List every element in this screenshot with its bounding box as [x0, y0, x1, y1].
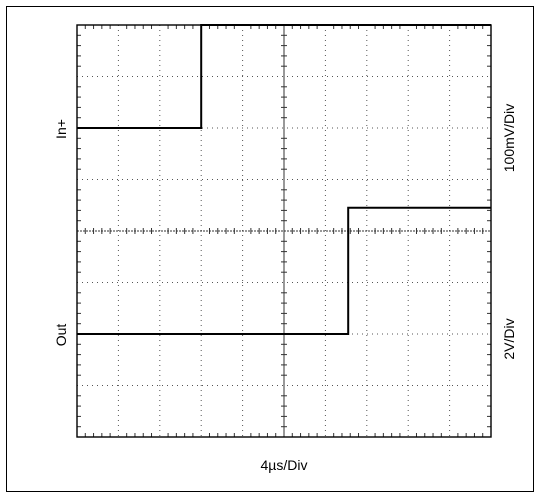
channel-2-scale-label: 2V/Div	[501, 318, 517, 359]
trace-channel-1	[77, 24, 491, 129]
figure-frame	[6, 6, 534, 492]
x-scale-label: 4µs/Div	[261, 457, 308, 473]
trace-channel-2	[77, 206, 491, 335]
graticule	[77, 25, 491, 437]
channel-1-label: In+	[53, 119, 69, 139]
channel-2-label: Out	[53, 324, 69, 347]
traces	[77, 24, 491, 335]
channel-1-scale-label: 100mV/Div	[501, 104, 517, 172]
